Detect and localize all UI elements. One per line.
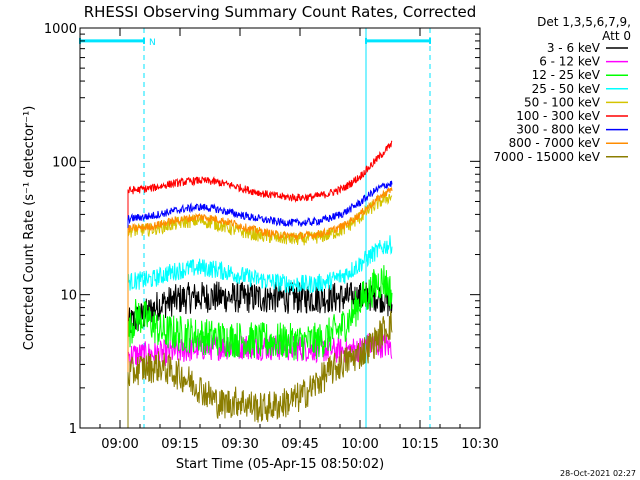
- y-tick-label: 1000: [44, 22, 77, 37]
- legend-entry-label: 800 - 7000 keV: [509, 136, 601, 150]
- y-tick-label: 100: [52, 155, 77, 170]
- legend-entry-label: 300 - 800 keV: [516, 123, 600, 137]
- x-tick-label: 09:45: [281, 437, 318, 452]
- series-line-6: [127, 140, 393, 428]
- series-line-9: [127, 310, 393, 428]
- series-line-4: [127, 235, 393, 428]
- x-tick-label: 10:00: [341, 437, 378, 452]
- y-tick-label: 1: [69, 422, 77, 437]
- y-tick-label: 10: [60, 289, 77, 304]
- series-line-8: [127, 187, 393, 428]
- series-line-1: [127, 281, 393, 428]
- x-tick-label: 09:30: [221, 437, 258, 452]
- legend-header-line1: Det 1,3,5,6,7,9,: [537, 15, 631, 29]
- legend-entry-label: 3 - 6 keV: [547, 41, 601, 55]
- x-tick-label: 09:00: [101, 437, 138, 452]
- series-line-3: [127, 265, 393, 428]
- x-tick-label: 10:15: [401, 437, 438, 452]
- footer-timestamp: 28-Oct-2021 02:27: [560, 469, 636, 478]
- legend-header-line2: Att 0: [602, 29, 631, 43]
- chart-title: RHESSI Observing Summary Count Rates, Co…: [84, 3, 477, 21]
- legend-entry-label: 6 - 12 keV: [539, 55, 601, 69]
- series-line-7: [127, 180, 393, 428]
- series-lines: [127, 140, 393, 428]
- x-axis-label: Start Time (05-Apr-15 08:50:02): [176, 457, 384, 472]
- legend-entry-label: 50 - 100 keV: [524, 95, 601, 109]
- x-tick-label: 10:30: [461, 437, 498, 452]
- x-axis: 09:00 09:15 09:30 09:45 10:00 10:15 10:30: [99, 28, 499, 452]
- y-axis-label: Corrected Count Rate (s⁻¹ detector⁻¹): [22, 106, 37, 351]
- legend-entry-label: 100 - 300 keV: [516, 109, 600, 123]
- legend-entry-label: 25 - 50 keV: [532, 82, 601, 96]
- x-tick-label: 09:15: [161, 437, 198, 452]
- attenuator-marker-label: N: [149, 38, 156, 48]
- series-line-2: [127, 332, 393, 428]
- y-axis: 1 10 100 1000: [44, 22, 480, 437]
- legend-entry-label: 7000 - 15000 keV: [493, 150, 600, 164]
- legend-entry-label: 12 - 25 keV: [532, 68, 601, 82]
